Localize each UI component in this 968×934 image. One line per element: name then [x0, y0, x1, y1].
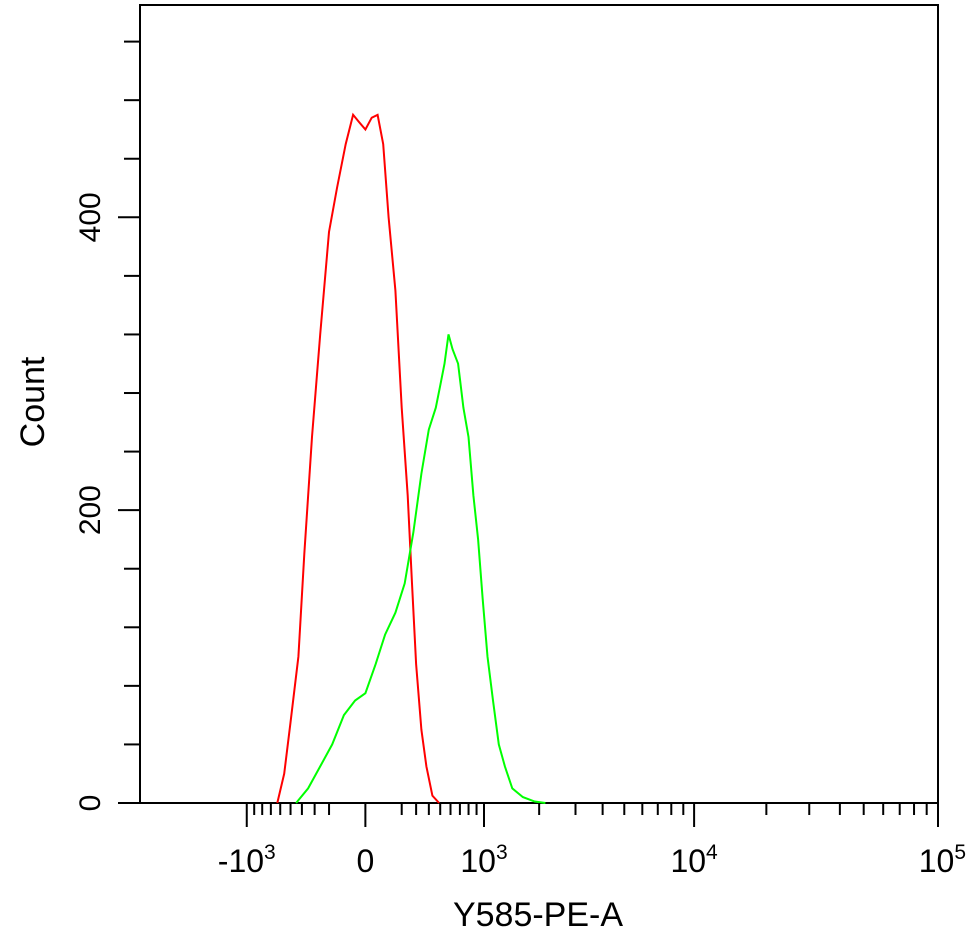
x-tick-label: 105 — [919, 841, 966, 879]
histogram-series-2 — [295, 334, 546, 804]
x-axis-title: Y585-PE-A — [453, 896, 623, 934]
y-tick-label: 200 — [74, 485, 107, 535]
series-layer — [276, 112, 546, 804]
x-tick-label: 104 — [670, 841, 718, 879]
y-tick-label: 0 — [74, 795, 107, 812]
x-tick-label: 103 — [460, 841, 507, 879]
plot-frame — [139, 4, 939, 804]
x-axis: -103 0 103 104 105 — [218, 803, 966, 879]
y-axis-title: Count — [14, 356, 52, 447]
y-axis: 0 200 400 — [74, 40, 140, 812]
x-tick-label: -103 — [218, 841, 276, 879]
x-tick-label: 0 — [356, 843, 374, 879]
y-tick-label: 400 — [74, 192, 107, 242]
histogram-series-1 — [276, 112, 440, 804]
